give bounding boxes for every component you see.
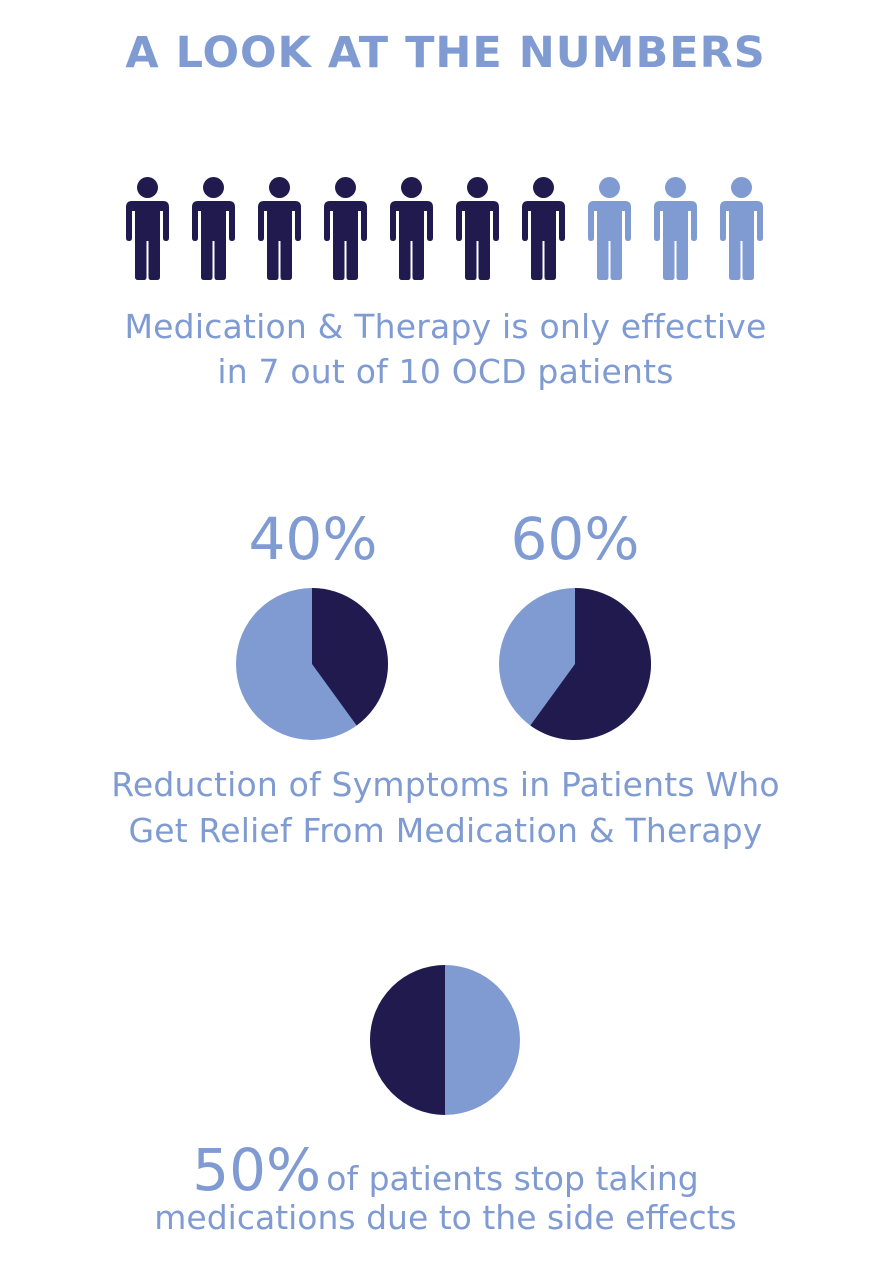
person-icon: [720, 177, 763, 280]
pies-caption-line2: Get Relief From Medication & Therapy: [128, 811, 763, 850]
person-icon: [588, 177, 631, 280]
person-icon: [192, 177, 235, 280]
person-icon: [324, 177, 367, 280]
person-icon: [456, 177, 499, 280]
bottom-stat-value: 50%: [192, 1136, 322, 1204]
bottom-stat: 50% of patients stop taking medications …: [0, 1138, 891, 1240]
pictogram-caption-line1: Medication & Therapy is only effective: [124, 307, 767, 346]
bottom-stat-text-line2: medications due to the side effects: [154, 1198, 737, 1237]
pie2-percentage: 60%: [510, 505, 640, 573]
page-title: A LOOK AT THE NUMBERS: [125, 28, 766, 78]
person-icon: [522, 177, 565, 280]
pies-caption-line1: Reduction of Symptoms in Patients Who: [111, 765, 780, 804]
bottom-stat-text-line1: of patients stop taking: [326, 1159, 699, 1198]
pictogram-caption: Medication & Therapy is only effective i…: [0, 304, 891, 394]
pie-chart-40: [236, 588, 388, 740]
pie-slice-highlight: [530, 588, 651, 740]
person-icon: [126, 177, 169, 280]
person-icon: [654, 177, 697, 280]
pies-caption: Reduction of Symptoms in Patients Who Ge…: [0, 762, 891, 854]
person-icon: [390, 177, 433, 280]
pictogram-row: [126, 177, 763, 280]
pie-slice-highlight: [312, 588, 388, 726]
pictogram-caption-line2: in 7 out of 10 OCD patients: [217, 352, 674, 391]
person-icon: [258, 177, 301, 280]
pie-chart-60: [499, 588, 651, 740]
pie-slice-highlight: [370, 965, 445, 1115]
pie1-percentage: 40%: [248, 505, 378, 573]
pie-chart-50: [370, 965, 520, 1115]
